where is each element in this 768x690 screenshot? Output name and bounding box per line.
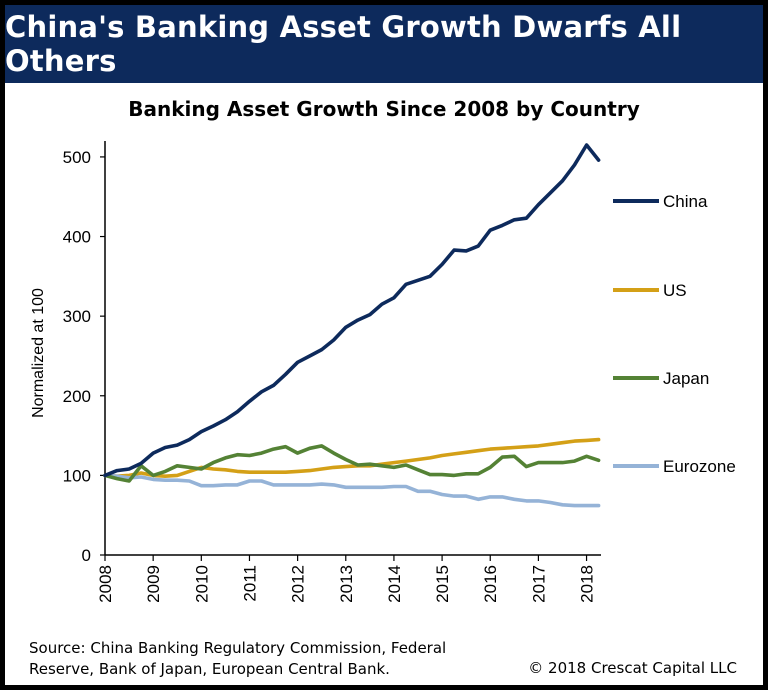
y-tick-label: 100 [63,466,91,485]
y-axis-label: Normalized at 100 [30,288,47,418]
x-tick-label: 2010 [192,565,211,603]
series-lines [103,143,601,508]
y-tick-label: 200 [63,387,91,406]
source-line-2: Reserve, Bank of Japan, European Central… [29,660,390,678]
legend-label-japan: Japan [663,369,709,388]
x-tick-label: 2015 [433,565,452,603]
x-tick-label: 2009 [144,565,163,603]
x-tick-label: 2016 [481,565,500,603]
source-line-1: Source: China Banking Regulatory Commiss… [29,639,447,657]
legend-label-eurozone: Eurozone [663,457,736,476]
source-note: Source: China Banking Regulatory Commiss… [29,638,446,680]
chart-title: Banking Asset Growth Since 2008 by Count… [128,97,640,121]
y-tick-label: 500 [63,148,91,167]
legend: China US Japan Eurozone [613,192,736,476]
y-tick-label: 0 [82,546,91,565]
x-tick-label: 2008 [96,565,115,603]
x-tick-label: 2014 [385,565,404,603]
legend-label-china: China [663,192,708,211]
x-tick-label: 2013 [337,565,356,603]
line-chart: 0 100 200 300 400 500 2008 2009 2010 2011 2012 2013… [30,141,736,603]
x-tick-label: 2012 [289,565,308,603]
copyright: © 2018 Crescat Capital LLC [528,659,737,677]
series-line-china [103,143,601,478]
legend-label-us: US [663,281,687,300]
series-line-us [103,437,601,479]
x-tick-label: 2011 [240,565,259,602]
series-line-japan [103,444,601,483]
x-tick-label: 2018 [578,565,597,603]
banner-title: China's Banking Asset Growth Dwarfs All … [5,5,763,83]
x-tick-label: 2017 [529,565,548,603]
y-tick-label: 400 [63,228,91,247]
axes: 0 100 200 300 400 500 2008 2009 2010 2011 2012 2013… [63,141,601,603]
series-line-eurozone [103,473,601,508]
y-tick-label: 300 [63,307,91,326]
